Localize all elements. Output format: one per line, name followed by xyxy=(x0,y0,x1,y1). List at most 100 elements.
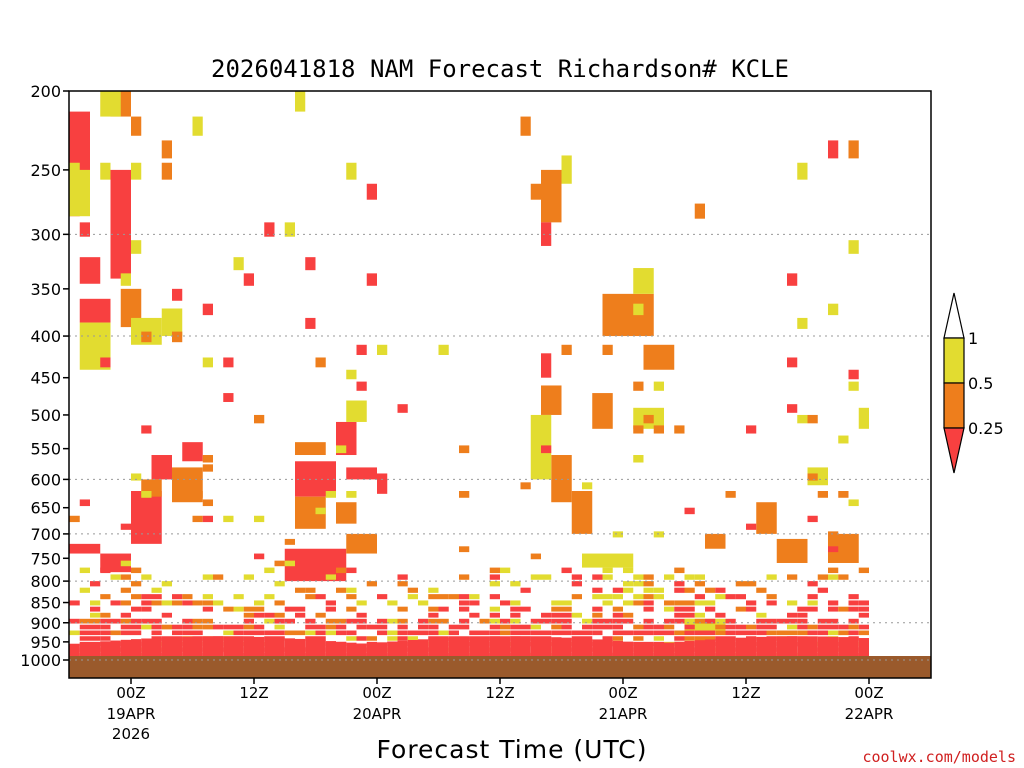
heatmap-cell xyxy=(274,630,285,636)
heatmap-cell xyxy=(131,116,142,136)
heatmap-cell xyxy=(561,630,572,636)
x-tick-label: 12Z xyxy=(239,684,268,702)
heatmap-cell xyxy=(131,618,142,624)
heatmap-cell xyxy=(243,618,254,624)
heatmap-cell xyxy=(336,630,347,636)
heatmap-cell xyxy=(520,482,531,490)
heatmap-cell xyxy=(571,638,582,658)
heatmap-cell xyxy=(735,630,746,636)
heatmap-cell xyxy=(325,490,336,498)
heatmap-cell xyxy=(623,641,634,658)
heatmap-cell xyxy=(756,624,767,630)
heatmap-cell xyxy=(69,162,80,180)
legend-label: 0.25 xyxy=(968,419,1004,438)
heatmap-cell xyxy=(551,455,572,503)
heatmap-cell xyxy=(797,414,808,424)
heatmap-cell xyxy=(428,636,439,641)
heatmap-cell xyxy=(582,630,593,636)
heatmap-cell xyxy=(90,624,101,630)
heatmap-cell xyxy=(90,600,101,606)
heatmap-cell xyxy=(346,594,357,600)
heatmap-cell xyxy=(182,618,193,624)
heatmap-cell xyxy=(356,624,367,630)
heatmap-cell xyxy=(356,344,367,355)
heatmap-cell xyxy=(684,612,695,618)
heatmap-cell xyxy=(776,618,787,624)
heatmap-cell xyxy=(336,624,347,630)
heatmap-cell xyxy=(69,643,80,658)
heatmap-cell xyxy=(202,636,213,658)
x-tick-year: 2026 xyxy=(112,725,150,743)
heatmap-cell xyxy=(243,624,254,630)
ground-fill xyxy=(69,656,931,678)
heatmap-cell xyxy=(725,630,736,636)
heatmap-cell xyxy=(438,638,449,658)
heatmap-cell xyxy=(715,630,726,636)
heatmap-cell xyxy=(18,600,28,605)
heatmap-cell xyxy=(551,624,562,630)
heatmap-cell xyxy=(582,624,593,630)
heatmap-cell xyxy=(500,600,511,606)
heatmap-cell xyxy=(817,624,828,630)
heatmap-cell xyxy=(213,624,224,630)
heatmap-cell xyxy=(684,507,695,515)
heatmap-cell xyxy=(100,567,111,574)
heatmap-cell xyxy=(356,600,367,606)
heatmap-cell xyxy=(284,222,295,237)
heatmap-cell xyxy=(346,642,357,658)
heatmap-cell xyxy=(715,594,726,600)
heatmap-cell xyxy=(202,574,213,580)
heatmap-cell xyxy=(233,257,244,271)
heatmap-cell xyxy=(510,581,521,587)
heatmap-cell xyxy=(131,606,142,612)
heatmap-cell xyxy=(489,594,500,600)
heatmap-cell xyxy=(541,574,552,580)
heatmap-cell xyxy=(69,618,80,624)
heatmap-cell xyxy=(520,116,531,136)
heatmap-cell xyxy=(459,637,470,658)
heatmap-cell xyxy=(305,639,316,658)
heatmap-cell xyxy=(633,381,644,391)
heatmap-cell xyxy=(623,567,634,574)
heatmap-cell xyxy=(725,624,736,630)
heatmap-cell xyxy=(428,587,439,593)
heatmap-cell xyxy=(8,658,18,662)
heatmap-cell xyxy=(315,594,326,600)
y-axis: 200 250 300 350 400 450 500 550 600 650 700 750 800 8… xyxy=(20,82,69,670)
heatmap-cell xyxy=(131,594,142,600)
heatmap-cell xyxy=(520,606,531,612)
heatmap-cell xyxy=(8,639,18,657)
heatmap-cell xyxy=(817,618,828,624)
heatmap-cell xyxy=(172,600,183,606)
heatmap-cell xyxy=(428,612,439,618)
heatmap-cell xyxy=(674,600,685,606)
heatmap-cell xyxy=(705,587,716,593)
heatmap-cell xyxy=(694,618,705,624)
heatmap-cell xyxy=(797,162,808,180)
heatmap-cell xyxy=(346,618,357,624)
heatmap-cell xyxy=(315,357,326,368)
heatmap-cell xyxy=(284,618,295,624)
heatmap-cell xyxy=(797,317,808,329)
heatmap-cell xyxy=(561,155,572,184)
heatmap-cell xyxy=(202,606,213,612)
heatmap-cell xyxy=(79,499,90,507)
heatmap-cell xyxy=(223,630,234,636)
heatmap-cell xyxy=(264,612,275,618)
heatmap-cell xyxy=(223,393,234,402)
heatmap-cell xyxy=(274,560,285,567)
heatmap-cell xyxy=(674,425,685,434)
heatmap-cell xyxy=(459,600,470,606)
heatmap-cell xyxy=(110,640,121,658)
heatmap-cell xyxy=(274,600,285,606)
heatmap-cell xyxy=(131,473,142,481)
heatmap-cell xyxy=(612,587,623,593)
heatmap-cell xyxy=(407,587,418,593)
heatmap-cell xyxy=(346,369,357,380)
heatmap-cell xyxy=(858,567,869,574)
heatmap-cell xyxy=(541,618,552,624)
x-tick-label: 00Z xyxy=(608,684,637,702)
heatmap-cell xyxy=(79,222,90,237)
heatmap-cell xyxy=(110,574,121,580)
heatmap-cell xyxy=(192,515,203,523)
